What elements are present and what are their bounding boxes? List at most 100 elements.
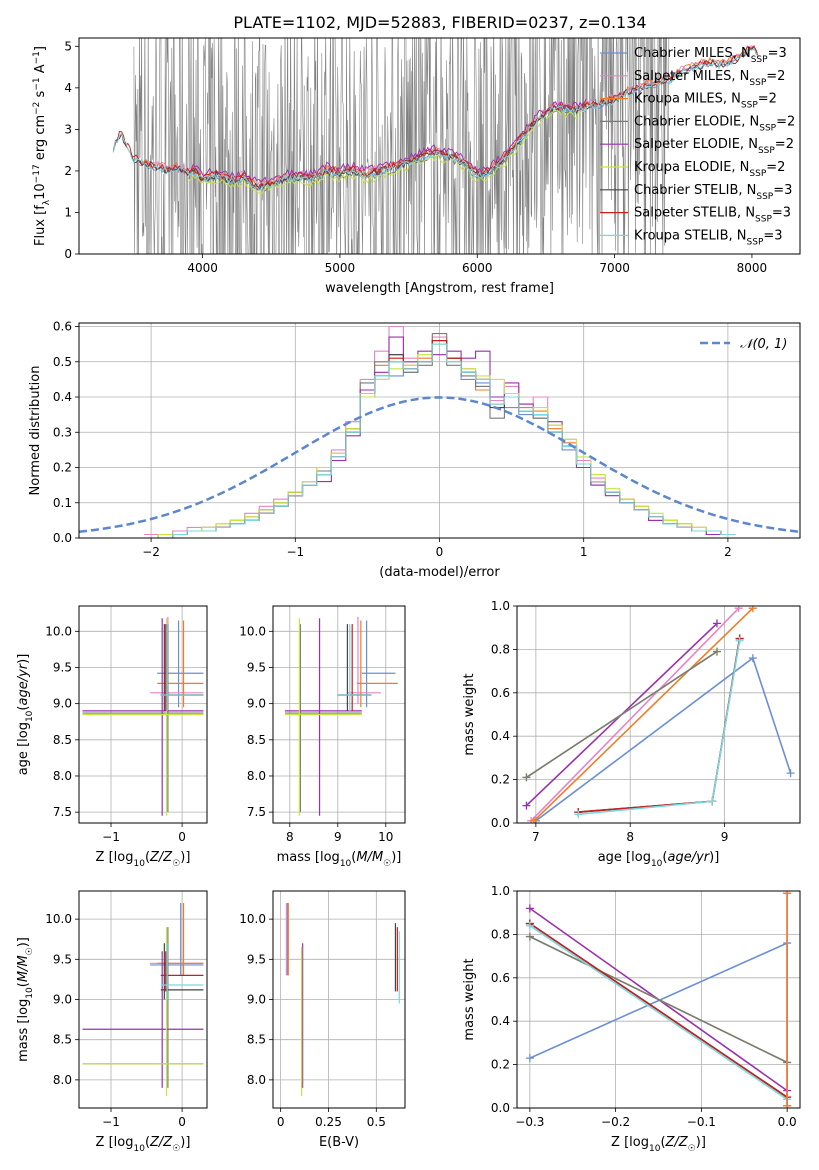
label-part: Salpeter STELIB, N bbox=[634, 206, 755, 221]
axes-frame bbox=[78, 890, 208, 1109]
x-axis-label: Z [log10(Z/Z☉)] bbox=[611, 1135, 706, 1154]
y-tick-label: 0.4 bbox=[491, 1014, 510, 1028]
y-tick-label: 0.5 bbox=[53, 355, 72, 369]
y-tick-label: 0.8 bbox=[491, 642, 510, 656]
figure-title: PLATE=1102, MJD=52883, FIBERID=0237, z=0… bbox=[233, 13, 646, 32]
data-spectrum-line bbox=[133, 38, 670, 254]
y-tick-label: 10.0 bbox=[239, 624, 266, 638]
y-tick-label: 0.3 bbox=[53, 425, 72, 439]
weight-line-salpeter-miles bbox=[530, 607, 740, 822]
legend-label: Kroupa STELIB, NSSP=3 bbox=[634, 228, 783, 247]
x-tick-label: 8000 bbox=[737, 261, 768, 275]
y-tick-label: 8.0 bbox=[53, 1073, 72, 1087]
label-part: age [log bbox=[598, 850, 651, 865]
axes-frame bbox=[516, 605, 801, 824]
weight-point bbox=[522, 773, 531, 782]
label-part: ( bbox=[16, 706, 31, 711]
x-tick-label: 2 bbox=[724, 545, 732, 559]
label-part: −1 bbox=[32, 77, 42, 90]
label-part: Kroupa MILES, N bbox=[634, 92, 741, 107]
label-part: s bbox=[33, 90, 48, 101]
y-tick-label: 0.0 bbox=[491, 1101, 510, 1115]
y-tick-label: 1.0 bbox=[491, 884, 510, 898]
y-tick-label: 2 bbox=[64, 164, 72, 178]
legend-label: Kroupa MILES, NSSP=2 bbox=[634, 92, 777, 111]
x-tick-label: −1 bbox=[102, 830, 120, 844]
y-tick-label: 7.5 bbox=[53, 805, 72, 819]
axes-frame bbox=[78, 322, 801, 539]
label-part: ( bbox=[660, 1135, 665, 1150]
label-part: Salpeter MILES, N bbox=[634, 69, 749, 84]
model-line-salpeter-elodie bbox=[188, 98, 587, 184]
weight-line-chabrier-elodie bbox=[525, 650, 718, 779]
x-tick-label: 4000 bbox=[187, 261, 218, 275]
weight-point bbox=[748, 606, 757, 613]
label-part: age [log bbox=[16, 722, 31, 775]
x-axis-label: wavelength [Angstrom, rest frame] bbox=[325, 281, 554, 296]
label-part: age/yr bbox=[667, 850, 710, 865]
x-tick-label: 10 bbox=[378, 830, 393, 844]
y-axis-label: mass weight bbox=[462, 673, 477, 755]
x-tick-label: 8 bbox=[626, 830, 634, 844]
weight-point bbox=[529, 816, 538, 823]
label-part: 10 bbox=[25, 987, 35, 999]
histogram-kroupa-stelib bbox=[143, 343, 736, 538]
label-part: A bbox=[33, 64, 48, 77]
label-part: )] bbox=[696, 1135, 706, 1150]
y-tick-label: 9.0 bbox=[247, 993, 266, 1007]
y-tick-label: 5 bbox=[64, 39, 72, 53]
label-part: mass [log bbox=[277, 850, 340, 865]
y-tick-label: 8.5 bbox=[53, 733, 72, 747]
label-part: Z/Z bbox=[665, 1135, 689, 1150]
x-tick-label: 0 bbox=[436, 545, 444, 559]
label-part: SSP bbox=[749, 169, 766, 179]
label-part: mass [log bbox=[16, 999, 31, 1062]
label-part: SSP bbox=[755, 215, 772, 225]
x-tick-label: 0 bbox=[277, 1115, 285, 1129]
weight-line-chabrier-elodie bbox=[529, 935, 788, 1064]
y-axis-label: Flux [fλ10−17 erg cm−2 s−1 A−1] bbox=[32, 46, 52, 246]
y-axis-label: mass weight bbox=[462, 958, 477, 1040]
y-tick-label: 9.5 bbox=[53, 660, 72, 674]
legend-label: Salpeter MILES, NSSP=2 bbox=[634, 69, 785, 88]
label-part: M/M bbox=[356, 850, 383, 865]
model-line-kroupa-elodie bbox=[188, 108, 587, 196]
weight-line-chabrier-miles bbox=[535, 656, 792, 822]
y-tick-label: 8.5 bbox=[247, 1033, 266, 1047]
label-part: )] bbox=[180, 850, 190, 865]
label-part: =2 bbox=[766, 160, 785, 175]
axes-frame bbox=[78, 605, 208, 824]
weight_vs_Z-plot bbox=[525, 891, 792, 1108]
x-tick-label: 0 bbox=[178, 830, 186, 844]
label-part: ☉ bbox=[688, 1144, 696, 1154]
label-part: −17 bbox=[32, 164, 42, 183]
x-tick-label: −0.1 bbox=[687, 1115, 716, 1129]
label-part: ( bbox=[351, 850, 356, 865]
weight-point bbox=[522, 801, 531, 810]
weight-point bbox=[734, 606, 743, 613]
weight-point bbox=[525, 904, 534, 913]
label-part: age/yr bbox=[16, 662, 31, 705]
legend-label: Chabrier MILES, NSSP=3 bbox=[634, 46, 787, 65]
y-tick-label: 10.0 bbox=[45, 624, 72, 638]
label-part: =3 bbox=[773, 183, 792, 198]
label-part: =2 bbox=[766, 69, 785, 84]
legend-label: Kroupa ELODIE, NSSP=2 bbox=[634, 160, 785, 179]
label-part: 10 bbox=[649, 1144, 661, 1154]
x-tick-label: 0 bbox=[178, 1115, 186, 1129]
y-tick-label: 10.0 bbox=[45, 912, 72, 926]
label-part: 10 bbox=[33, 183, 48, 200]
weight-line-kroupa-stelib bbox=[529, 925, 788, 1100]
y-tick-label: 7.5 bbox=[247, 805, 266, 819]
y-tick-label: 0.6 bbox=[53, 320, 72, 334]
label-part: =3 bbox=[763, 228, 782, 243]
weight-point bbox=[786, 769, 795, 778]
age_vs_mass-plot bbox=[285, 616, 398, 816]
label-part: Z [log bbox=[96, 1135, 134, 1150]
y-axis-label: mass [log10(M/M☉)] bbox=[16, 937, 35, 1062]
label-part: Chabrier ELODIE, N bbox=[634, 114, 759, 129]
label-part: Flux [f bbox=[33, 205, 48, 246]
y-tick-label: 1 bbox=[64, 205, 72, 219]
y-tick-label: 10.0 bbox=[239, 912, 266, 926]
weight-line-salpeter-stelib bbox=[529, 922, 788, 1098]
